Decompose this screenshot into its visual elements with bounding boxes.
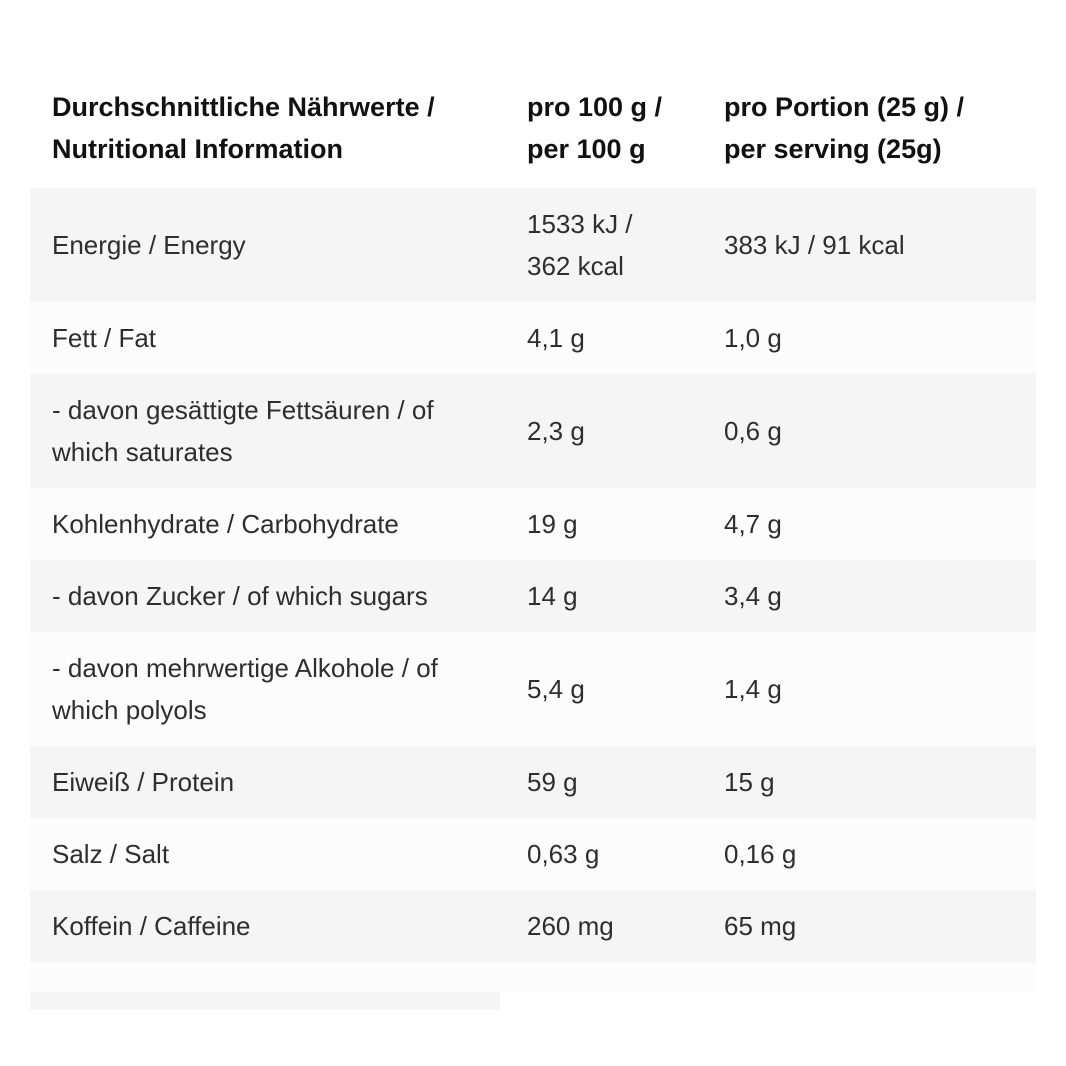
row-value-per-100g: 0,63 g <box>527 839 600 869</box>
row-value-per-100g: 14 g <box>527 581 578 611</box>
table-row-caffeine: Koffein / Caffeine 260 mg 65 mg <box>30 890 1036 962</box>
header-cell-label: Durchschnittliche Nährwerte / Nutritiona… <box>52 92 435 164</box>
row-label: Eiweiß / Protein <box>52 767 235 797</box>
row-label: - davon Zucker / of which sugars <box>52 581 428 611</box>
row-value-per-100g: 59 g <box>527 767 578 797</box>
table-row-sugars: - davon Zucker / of which sugars 14 g 3,… <box>30 560 1036 632</box>
empty-spacer-row <box>30 962 1036 992</box>
row-label: Salz / Salt <box>52 839 170 869</box>
cropped-next-row-bar <box>30 992 500 1010</box>
row-value-per-100g: 19 g <box>527 509 578 539</box>
row-label: Energie / Energy <box>52 230 246 260</box>
row-label: - davon mehrwertige Alkohole / of which … <box>52 653 438 725</box>
nutrition-table: Durchschnittliche Nährwerte / Nutritiona… <box>30 86 1036 1010</box>
table-row-carbohydrate: Kohlenhydrate / Carbohydrate 19 g 4,7 g <box>30 488 1036 560</box>
table-row-saturates: - davon gesättigte Fettsäuren / of which… <box>30 374 1036 488</box>
table-row-salt: Salz / Salt 0,63 g 0,16 g <box>30 818 1036 890</box>
row-label: Koffein / Caffeine <box>52 911 251 941</box>
row-label: Kohlenhydrate / Carbohydrate <box>52 509 399 539</box>
row-value-per-serving: 3,4 g <box>724 581 782 611</box>
row-value-per-serving: 0,16 g <box>724 839 797 869</box>
row-value-per-serving: 1,4 g <box>724 674 782 704</box>
table-header: Durchschnittliche Nährwerte / Nutritiona… <box>30 86 1036 170</box>
row-value-per-serving: 1,0 g <box>724 323 782 353</box>
row-value-per-serving: 65 mg <box>724 911 797 941</box>
header-cell-per-100g: pro 100 g / per 100 g <box>527 92 663 164</box>
table-row-protein: Eiweiß / Protein 59 g 15 g <box>30 746 1036 818</box>
table-row-polyols: - davon mehrwertige Alkohole / of which … <box>30 632 1036 746</box>
row-value-per-100g: 4,1 g <box>527 323 585 353</box>
row-value-per-serving: 4,7 g <box>724 509 782 539</box>
row-value-per-100g: 2,3 g <box>527 416 585 446</box>
row-value-per-100g: 260 mg <box>527 911 614 941</box>
table-row-energy: Energie / Energy 1533 kJ / 362 kcal 383 … <box>30 188 1036 302</box>
table-row-fat: Fett / Fat 4,1 g 1,0 g <box>30 302 1036 374</box>
row-value-per-100g: 1533 kJ / 362 kcal <box>527 209 633 281</box>
header-cell-per-serving: pro Portion (25 g) / per serving (25g) <box>724 92 964 164</box>
row-value-per-serving: 0,6 g <box>724 416 782 446</box>
row-value-per-100g: 5,4 g <box>527 674 585 704</box>
row-label: - davon gesättigte Fettsäuren / of which… <box>52 395 434 467</box>
row-label: Fett / Fat <box>52 323 157 353</box>
row-value-per-serving: 383 kJ / 91 kcal <box>724 230 905 260</box>
row-value-per-serving: 15 g <box>724 767 775 797</box>
